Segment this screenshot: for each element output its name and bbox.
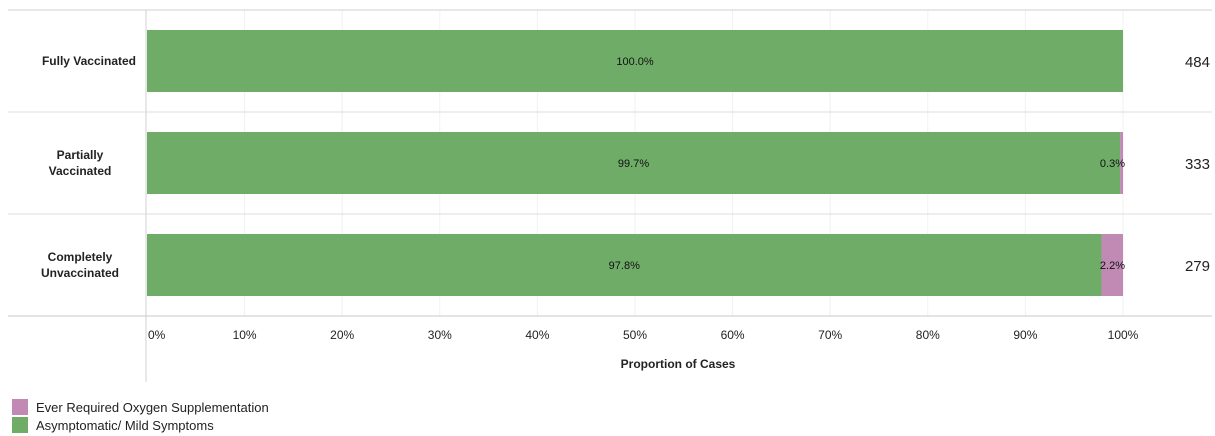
x-tick-label: 20% [330, 328, 354, 342]
x-tick-label: 0% [148, 328, 166, 342]
category-label: Completely [48, 250, 113, 264]
legend-swatch-mild [12, 417, 28, 433]
stacked-bar-chart: Fully Vaccinated 100.0% 484 Partially Vaccin… [8, 9, 1212, 382]
data-label: 2.2% [1100, 260, 1125, 272]
x-tick-label: 60% [721, 328, 745, 342]
x-tick-label: 90% [1013, 328, 1037, 342]
legend-label-mild: Asymptomatic/ Mild Symptoms [36, 417, 214, 433]
category-label: Fully Vaccinated [42, 54, 136, 68]
legend-item-oxygen[interactable]: Ever Required Oxygen Supplementation [12, 398, 269, 416]
data-label: 100.0% [616, 56, 654, 68]
x-tick-label: 40% [525, 328, 549, 342]
data-label: 0.3% [1100, 158, 1125, 170]
x-tick-label: 50% [623, 328, 647, 342]
legend-item-mild[interactable]: Asymptomatic/ Mild Symptoms [12, 416, 269, 434]
x-tick-label: 30% [428, 328, 452, 342]
x-axis-title: Proportion of Cases [621, 357, 736, 371]
data-label: 99.7% [618, 158, 649, 170]
category-label: Unvaccinated [41, 266, 119, 280]
bar-segment [1101, 234, 1123, 296]
row-total: 279 [1185, 258, 1210, 275]
x-tick-label: 70% [818, 328, 842, 342]
bar-segment [1120, 132, 1123, 194]
data-label: 97.8% [609, 260, 640, 272]
x-tick-label: 100% [1108, 328, 1139, 342]
legend: Ever Required Oxygen Supplementation Asy… [12, 398, 269, 434]
legend-label-oxygen: Ever Required Oxygen Supplementation [36, 399, 269, 415]
row-total: 484 [1185, 54, 1210, 71]
legend-swatch-oxygen [12, 399, 28, 415]
x-tick-label: 10% [233, 328, 257, 342]
bar-segment [147, 30, 1123, 92]
bar-segment [147, 234, 1102, 296]
bar-segment [147, 132, 1121, 194]
x-tick-label: 80% [916, 328, 940, 342]
row-total: 333 [1185, 156, 1210, 173]
category-label: Partially [57, 148, 104, 162]
category-label: Vaccinated [49, 164, 112, 178]
